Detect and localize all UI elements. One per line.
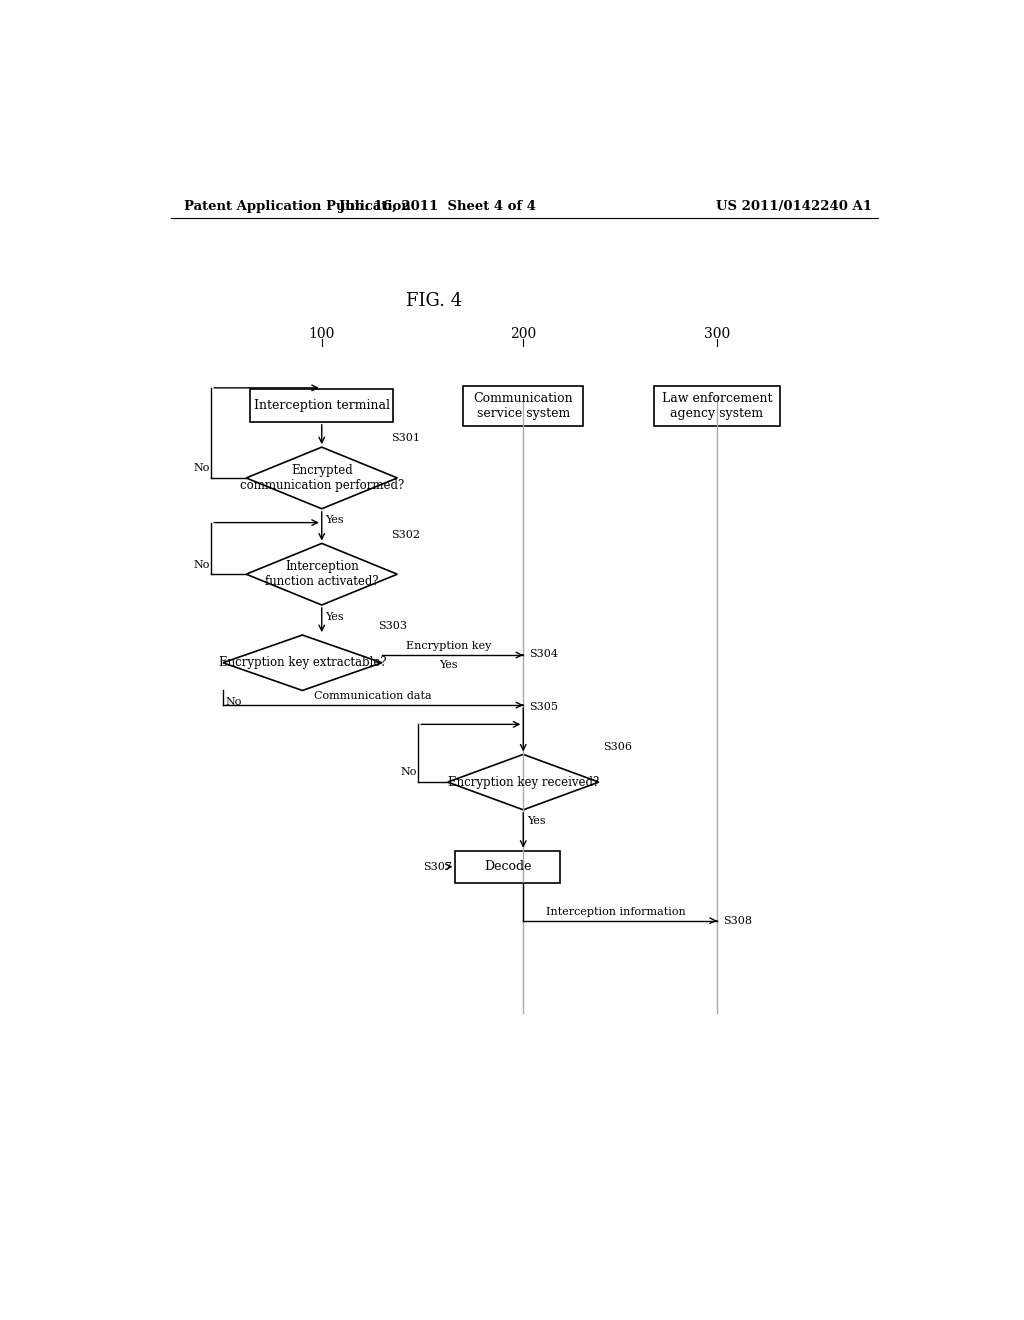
Text: Yes: Yes — [326, 515, 344, 525]
Text: Decode: Decode — [484, 861, 531, 874]
Text: FIG. 4: FIG. 4 — [407, 292, 462, 310]
Text: US 2011/0142240 A1: US 2011/0142240 A1 — [716, 199, 872, 213]
Text: S305: S305 — [529, 702, 558, 711]
Polygon shape — [447, 755, 599, 810]
Text: S303: S303 — [378, 622, 407, 631]
Text: S302: S302 — [391, 529, 420, 540]
Text: S307: S307 — [423, 862, 452, 871]
Bar — [654, 385, 779, 425]
Text: Law enforcement
agency system: Law enforcement agency system — [662, 392, 772, 420]
Text: Communication
service system: Communication service system — [473, 392, 573, 420]
Text: S308: S308 — [723, 916, 753, 925]
Text: S304: S304 — [529, 648, 558, 659]
Text: Interception terminal: Interception terminal — [254, 399, 390, 412]
Text: S306: S306 — [603, 742, 632, 752]
Bar — [456, 850, 560, 883]
Text: No: No — [225, 697, 242, 706]
Text: Encrypted
communication performed?: Encrypted communication performed? — [240, 463, 403, 492]
Text: Interception information: Interception information — [547, 907, 686, 917]
Text: No: No — [400, 767, 417, 777]
Text: Encryption key extractable?: Encryption key extractable? — [218, 656, 386, 669]
Text: Yes: Yes — [527, 816, 546, 826]
Polygon shape — [246, 544, 397, 605]
Polygon shape — [223, 635, 382, 690]
Bar — [250, 389, 393, 422]
Text: Yes: Yes — [326, 611, 344, 622]
Text: Encryption key: Encryption key — [406, 642, 492, 651]
Text: Patent Application Publication: Patent Application Publication — [183, 199, 411, 213]
Text: Communication data: Communication data — [314, 692, 432, 701]
Polygon shape — [246, 447, 397, 508]
Text: Yes: Yes — [439, 660, 458, 669]
Text: 100: 100 — [308, 327, 335, 341]
Text: Encryption key received?: Encryption key received? — [447, 776, 599, 788]
Text: 200: 200 — [510, 327, 537, 341]
Text: No: No — [194, 463, 210, 474]
Text: 300: 300 — [703, 327, 730, 341]
Text: S301: S301 — [391, 433, 420, 444]
Text: Jun. 16, 2011  Sheet 4 of 4: Jun. 16, 2011 Sheet 4 of 4 — [340, 199, 537, 213]
Bar — [463, 385, 584, 425]
Text: Interception
function activated?: Interception function activated? — [265, 560, 379, 589]
Text: No: No — [194, 560, 210, 570]
